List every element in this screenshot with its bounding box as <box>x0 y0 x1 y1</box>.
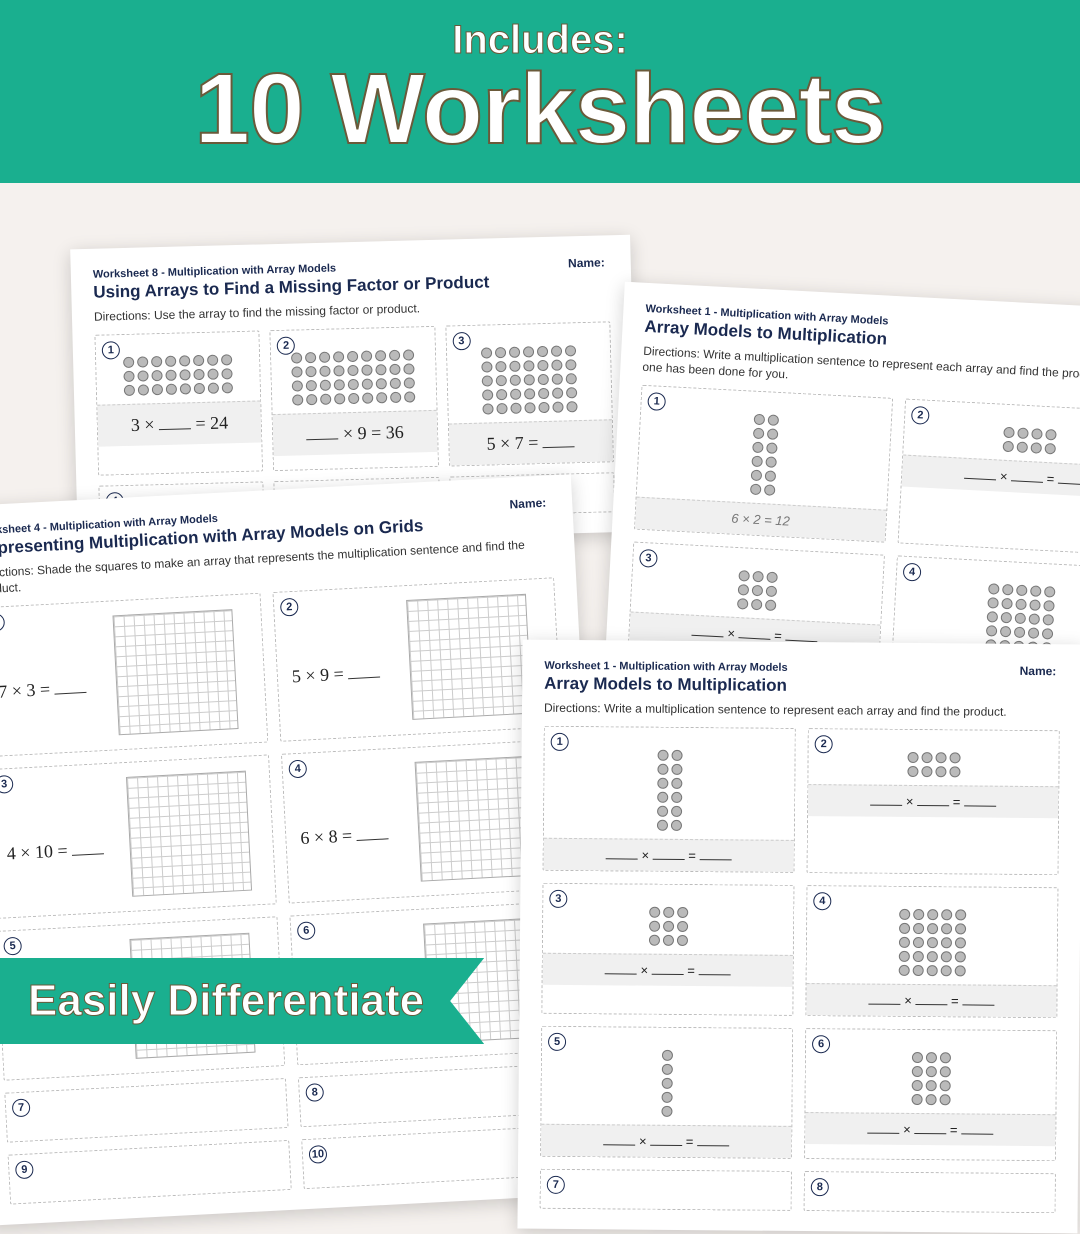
question-cell: 2 × = <box>898 399 1080 557</box>
banner-title: 10 Worksheets <box>0 59 1080 159</box>
dot-array <box>552 749 787 832</box>
dot-array <box>639 565 875 616</box>
question-cell: 2 × 9 = 36 <box>270 326 439 471</box>
question-number: 5 <box>3 937 22 956</box>
question-cell: 4 × = <box>805 885 1058 1018</box>
question-grid: 1 × = 2 × = 3 × = 4 × = 5 × = 6 <box>540 726 1060 1213</box>
question-number: 4 <box>288 760 307 779</box>
equation-blank: × = <box>902 455 1080 500</box>
equation: 5 × 9 = <box>284 641 380 687</box>
question-cell: 7 <box>4 1078 288 1143</box>
dot-array <box>816 751 1050 778</box>
dot-array <box>551 906 785 947</box>
question-cell: 5 × = <box>540 1026 793 1159</box>
question-grid: 1 7 × 3 = 2 5 × 9 = 3 4 × 10 = 4 6 × 8 =… <box>0 578 585 1205</box>
equation-blank: × = <box>808 784 1058 818</box>
blank-icon <box>543 431 575 448</box>
equation: 6 × 8 = <box>293 803 389 849</box>
name-label: Name: <box>1020 664 1057 678</box>
worksheet-4-page: Name: Worksheet 4 - Multiplication with … <box>0 474 608 1226</box>
question-cell: 1 6 × 2 = 12 <box>634 385 893 543</box>
equation-blank: × = <box>544 838 794 872</box>
dot-array <box>814 1051 1048 1106</box>
question-cell: 9 <box>8 1140 292 1205</box>
dot-array <box>279 349 428 406</box>
name-label: Name: <box>568 255 605 270</box>
grid-icon <box>126 771 252 897</box>
question-cell: 6 × = <box>804 1028 1057 1161</box>
question-cell: 8 <box>804 1171 1056 1213</box>
blank-icon <box>306 424 338 441</box>
dot-array <box>104 354 252 397</box>
question-number: 3 <box>0 775 14 794</box>
dot-array <box>455 345 604 416</box>
worksheet-1-page-front: Name: Worksheet 1 - Multiplication with … <box>517 640 1080 1234</box>
question-cell: 7 <box>540 1169 792 1211</box>
footer-ribbon: Easily Differentiate <box>0 958 484 1044</box>
dot-array <box>815 908 1050 977</box>
dot-array <box>645 409 883 502</box>
question-cell: 3 5 × 7 = <box>445 321 614 466</box>
dot-array <box>912 422 1080 459</box>
name-label: Name: <box>509 496 546 512</box>
question-cell: 3 4 × 10 = <box>0 755 277 920</box>
question-cell: 1 7 × 3 = <box>0 593 268 758</box>
equation-blank: × = <box>543 953 793 987</box>
equation: 3 × = 24 <box>97 401 261 447</box>
question-number: 6 <box>297 922 316 941</box>
ribbon-text: Easily Differentiate <box>28 976 424 1025</box>
question-cell: 1 × = <box>543 726 796 873</box>
dot-array <box>549 1049 784 1118</box>
equation: 5 × 7 = <box>449 419 613 465</box>
question-cell: 2 5 × 9 = <box>272 578 561 743</box>
grid-icon <box>113 610 239 736</box>
question-number: 2 <box>280 598 299 617</box>
equation: 7 × 3 = <box>0 657 87 703</box>
equation-blank: × = <box>806 983 1056 1017</box>
question-cell: 2 × = <box>807 728 1060 875</box>
blank-icon <box>159 413 191 430</box>
question-number: 1 <box>0 613 5 632</box>
question-cell: 1 3 × = 24 <box>94 331 263 476</box>
equation: × 9 = 36 <box>273 410 437 456</box>
question-cell: 3 × = <box>541 883 794 1016</box>
equation-blank: × = <box>541 1124 791 1158</box>
header-banner: Includes: 10 Worksheets <box>0 0 1080 183</box>
worksheet-title: Array Models to Multiplication <box>544 674 1060 699</box>
worksheet-directions: Directions: Write a multiplication sente… <box>544 700 1060 721</box>
equation-filled: 6 × 2 = 12 <box>635 497 886 542</box>
equation-blank: × = <box>805 1112 1055 1146</box>
grid-icon <box>406 594 532 720</box>
equation: 4 × 10 = <box>0 818 105 865</box>
